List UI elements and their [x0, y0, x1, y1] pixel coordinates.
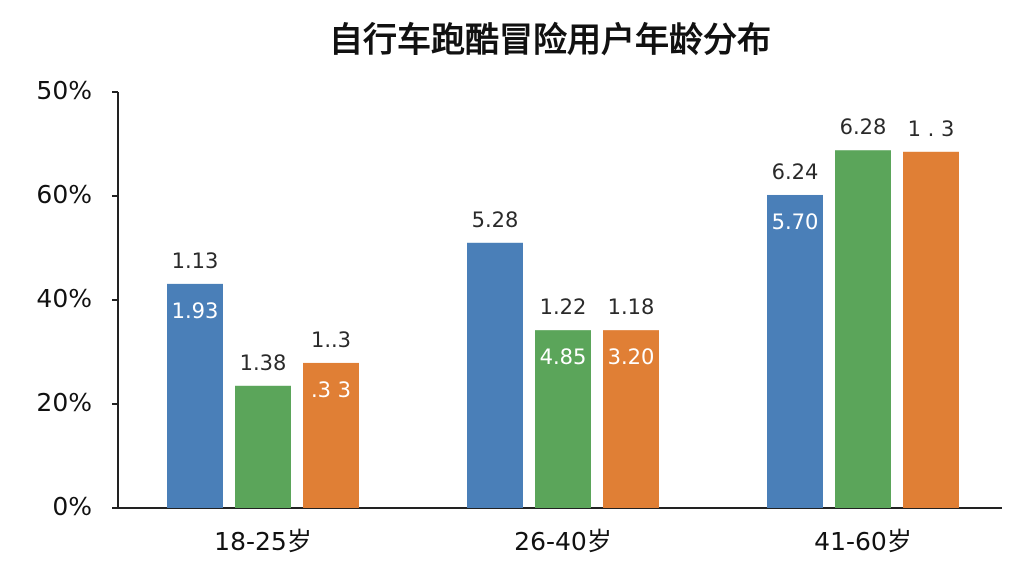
bar — [235, 385, 291, 508]
bar — [767, 194, 823, 508]
x-tick-label: 18-25岁 — [214, 527, 312, 556]
bar — [835, 150, 891, 509]
bar — [167, 283, 223, 508]
bar — [467, 242, 523, 509]
inner-label: 5.70 — [772, 210, 819, 234]
data-label: 1 . 3 — [908, 117, 955, 141]
chart-title: 自行车跑酷冒险用户年龄分布 — [329, 21, 771, 61]
data-label: 1..3 — [311, 328, 351, 352]
y-tick-label: 0% — [52, 492, 92, 521]
data-label: 1.38 — [240, 351, 287, 375]
y-tick-label: 50% — [36, 76, 92, 105]
bar — [303, 362, 359, 508]
y-tick-label: 40% — [36, 284, 92, 313]
inner-label: 4.85 — [540, 345, 587, 369]
inner-label: 1.93 — [172, 299, 219, 323]
data-label: 6.28 — [840, 115, 887, 139]
x-tick-label: 41-60岁 — [814, 527, 912, 556]
data-label: 1.13 — [172, 249, 219, 273]
data-label: 1.22 — [540, 295, 587, 319]
data-label: 6.24 — [772, 160, 819, 184]
bar — [903, 151, 959, 509]
bar — [603, 330, 659, 508]
inner-label: 3.20 — [608, 345, 655, 369]
inner-label: .3 3 — [311, 378, 351, 402]
bar — [535, 330, 591, 508]
y-tick-label: 20% — [36, 388, 92, 417]
data-label: 1.18 — [608, 295, 655, 319]
data-label: 5.28 — [472, 208, 519, 232]
y-tick-label: 60% — [36, 180, 92, 209]
x-tick-label: 26-40岁 — [514, 527, 612, 556]
